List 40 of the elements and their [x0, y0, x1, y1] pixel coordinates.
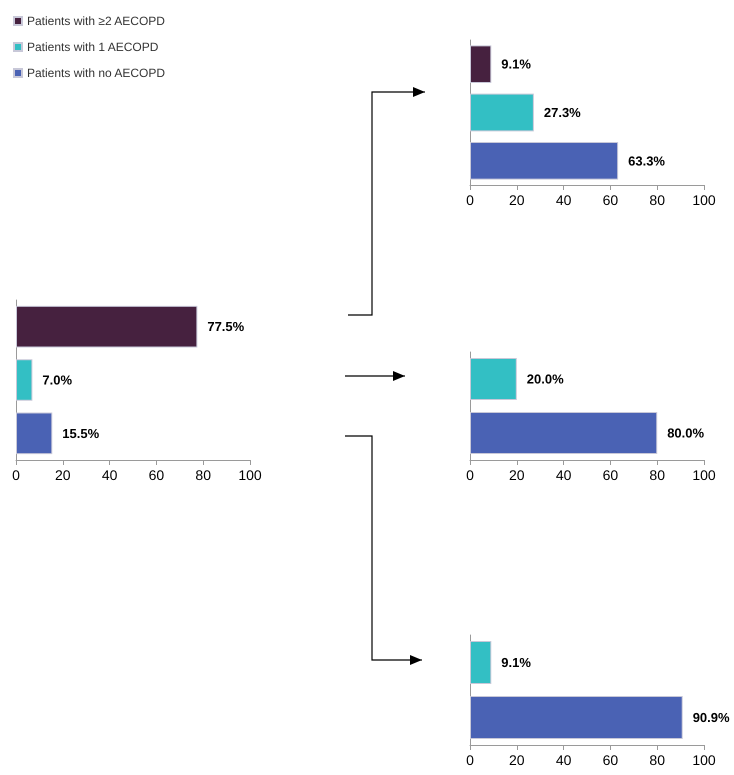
x-tick-label: 20	[509, 752, 525, 768]
data-label: 20.0%	[526, 372, 564, 386]
data-label: 63.3%	[628, 153, 666, 168]
data-label: 15.5%	[62, 426, 100, 441]
x-tick-label: 0	[466, 192, 474, 208]
x-tick-label: 80	[649, 192, 666, 208]
x-tick-label: 20	[509, 192, 525, 208]
x-tick-label: 40	[556, 752, 572, 768]
bar	[470, 94, 534, 132]
data-label: 90.9%	[692, 710, 730, 725]
data-label: 9.1%	[501, 56, 532, 72]
legend-label: Patients with ≥2 AECOPD	[27, 14, 166, 28]
x-tick-label: 100	[692, 192, 716, 208]
data-label: 80.0%	[667, 426, 704, 440]
data-label: 7.0%	[42, 372, 72, 388]
x-tick-label: 60	[602, 467, 618, 483]
x-tick-label: 20	[55, 467, 71, 483]
bar	[470, 142, 618, 180]
data-label: 9.1%	[501, 655, 532, 670]
x-tick-label: 40	[102, 467, 118, 483]
x-tick-label: 60	[148, 467, 164, 483]
x-tick-label: 0	[466, 752, 474, 768]
x-tick-label: 100	[692, 752, 716, 768]
x-tick-label: 60	[602, 752, 618, 768]
x-tick-label: 20	[509, 467, 525, 483]
data-label: 77.5%	[207, 319, 245, 334]
x-tick-label: 0	[466, 467, 474, 483]
x-tick-label: 80	[649, 467, 666, 483]
bar	[470, 45, 492, 84]
x-tick-label: 100	[238, 467, 262, 483]
legend-label: Patients with 1 AECOPD	[27, 40, 159, 54]
x-tick-label: 0	[12, 467, 20, 483]
x-tick-label: 100	[692, 467, 716, 483]
legend-label: Patients with no AECOPD	[27, 66, 166, 80]
data-label: 27.3%	[544, 105, 582, 120]
x-tick-label: 60	[602, 192, 618, 208]
x-tick-label: 40	[556, 467, 572, 483]
x-tick-label: 40	[556, 192, 572, 208]
x-tick-label: 80	[649, 752, 666, 768]
x-tick-label: 80	[195, 467, 212, 483]
